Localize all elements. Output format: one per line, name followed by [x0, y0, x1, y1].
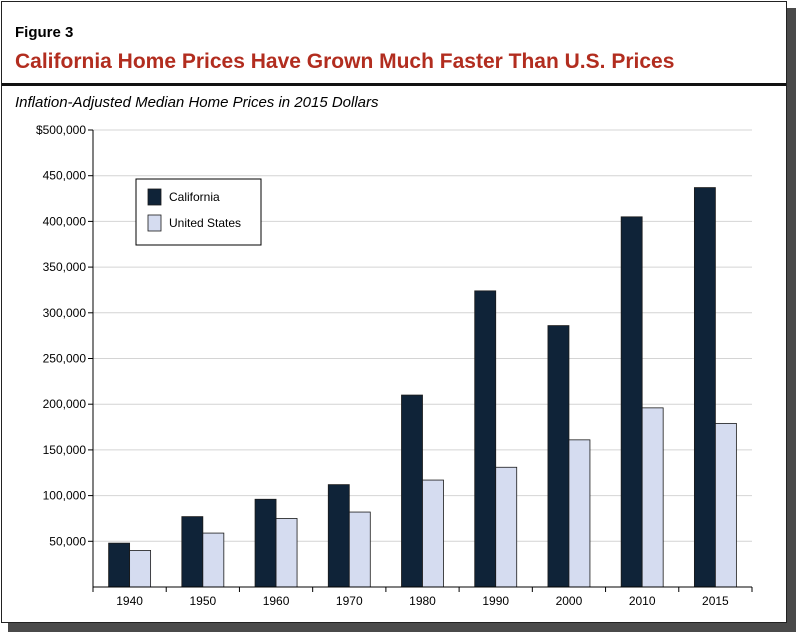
bar-california-1970	[327, 484, 350, 588]
x-tick-label: 2015	[702, 594, 729, 608]
x-tick-label: 2010	[629, 594, 656, 608]
bar-united-states-1940	[129, 550, 152, 588]
y-tick-label: 150,000	[43, 443, 87, 457]
y-tick-label: 200,000	[43, 397, 87, 411]
y-tick-label: 250,000	[43, 352, 87, 366]
x-tick-label: 2000	[556, 594, 583, 608]
bar-united-states-2000	[568, 439, 591, 588]
bars	[108, 187, 737, 588]
bar-california-1950	[181, 516, 204, 588]
bar-california-2000	[547, 325, 570, 588]
legend-label: California	[169, 190, 220, 204]
figure-title: California Home Prices Have Grown Much F…	[15, 50, 675, 73]
x-tick-label: 1960	[263, 594, 290, 608]
figure-frame: Figure 3 California Home Prices Have Gro…	[1, 1, 787, 623]
chart-subtitle: Inflation-Adjusted Median Home Prices in…	[15, 94, 379, 111]
bar-california-1980	[401, 394, 423, 588]
bar-united-states-2015	[714, 422, 737, 588]
bar-united-states-1990	[495, 466, 518, 588]
x-tick-label: 1990	[482, 594, 509, 608]
x-tick-label: 1980	[409, 594, 436, 608]
legend-label: United States	[169, 216, 241, 230]
figure-label: Figure 3	[15, 24, 74, 41]
bar-california-1940	[108, 542, 131, 588]
y-tick-label: $500,000	[36, 123, 86, 137]
bar-united-states-1980	[422, 479, 444, 588]
x-tick-label: 1950	[189, 594, 216, 608]
bar-california-1960	[254, 498, 277, 588]
y-tick-label: 300,000	[43, 306, 87, 320]
x-tick-label: 1970	[336, 594, 363, 608]
legend-swatch	[147, 188, 162, 206]
legend-swatch	[147, 214, 162, 232]
y-tick-label: 350,000	[43, 260, 87, 274]
y-tick-label: 50,000	[49, 534, 86, 548]
axes: 50,000 100,000 150,000 200,000 250,000 300,00…	[36, 123, 753, 608]
bar-california-2015	[693, 187, 716, 588]
bar-california-1990	[474, 290, 497, 588]
title-rule	[2, 83, 786, 86]
bar-united-states-1950	[202, 532, 225, 588]
bar-united-states-2010	[641, 407, 664, 588]
bar-united-states-1960	[275, 518, 298, 588]
bar-chart: 50,000 100,000 150,000 200,000 250,000 300,00…	[36, 123, 753, 608]
y-tick-label: 450,000	[43, 169, 87, 183]
bar-united-states-1970	[348, 511, 371, 588]
y-tick-label: 400,000	[43, 214, 87, 228]
y-tick-label: 100,000	[43, 489, 87, 503]
legend: California United States	[135, 178, 262, 246]
x-tick-label: 1940	[116, 594, 143, 608]
bar-california-2010	[620, 216, 643, 588]
